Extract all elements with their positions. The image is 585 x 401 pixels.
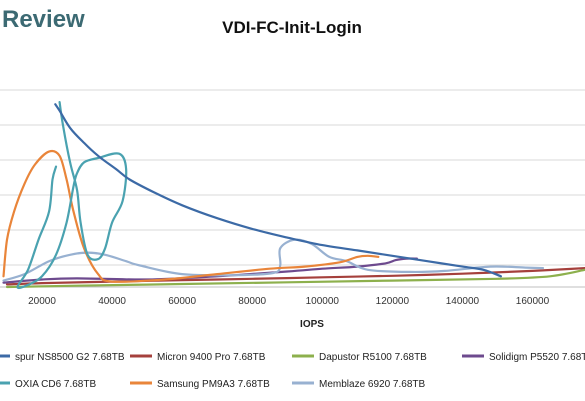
legend-label-4: OXIA CD6 7.68TB [15, 379, 96, 390]
chart-title: VDI-FC-Init-Login [222, 18, 362, 37]
x-axis-label: IOPS [300, 319, 324, 330]
x-tick-label-5: 120000 [376, 296, 410, 307]
x-tick-label-7: 160000 [516, 296, 550, 307]
x-tick-label-6: 140000 [446, 296, 480, 307]
x-tick-labels: 20000 40000 60000 80000 100000 120000 140000 16… [28, 296, 549, 307]
series-line-3 [2, 257, 418, 284]
legend-label-5: Samsung PM9A3 7.68TB [157, 379, 270, 390]
x-tick-label-2: 60000 [168, 296, 196, 307]
series-layer [2, 101, 585, 290]
x-tick-label-4: 100000 [306, 296, 340, 307]
x-tick-label-1: 40000 [98, 296, 126, 307]
x-tick-label-3: 80000 [238, 296, 266, 307]
x-tick-label-0: 20000 [28, 296, 56, 307]
legend-label-0: spur NS8500 G2 7.68TB [15, 352, 125, 363]
legend: spur NS8500 G2 7.68TB Micron 9400 Pro 7.6… [0, 352, 585, 390]
legend-label-3: Solidigm P5520 7.68TB [489, 352, 585, 363]
legend-label-6: Memblaze 6920 7.68TB [319, 379, 426, 390]
grid [0, 89, 585, 266]
series-line-4 [16, 101, 128, 290]
legend-label-2: Dapustor R5100 7.68TB [319, 352, 427, 363]
series-line-0 [54, 103, 502, 278]
series-line-5 [2, 149, 380, 283]
brand-text: Review [2, 6, 85, 33]
legend-label-1: Micron 9400 Pro 7.68TB [157, 352, 266, 363]
series-line-6 [2, 238, 545, 282]
series-line-2 [5, 268, 585, 289]
